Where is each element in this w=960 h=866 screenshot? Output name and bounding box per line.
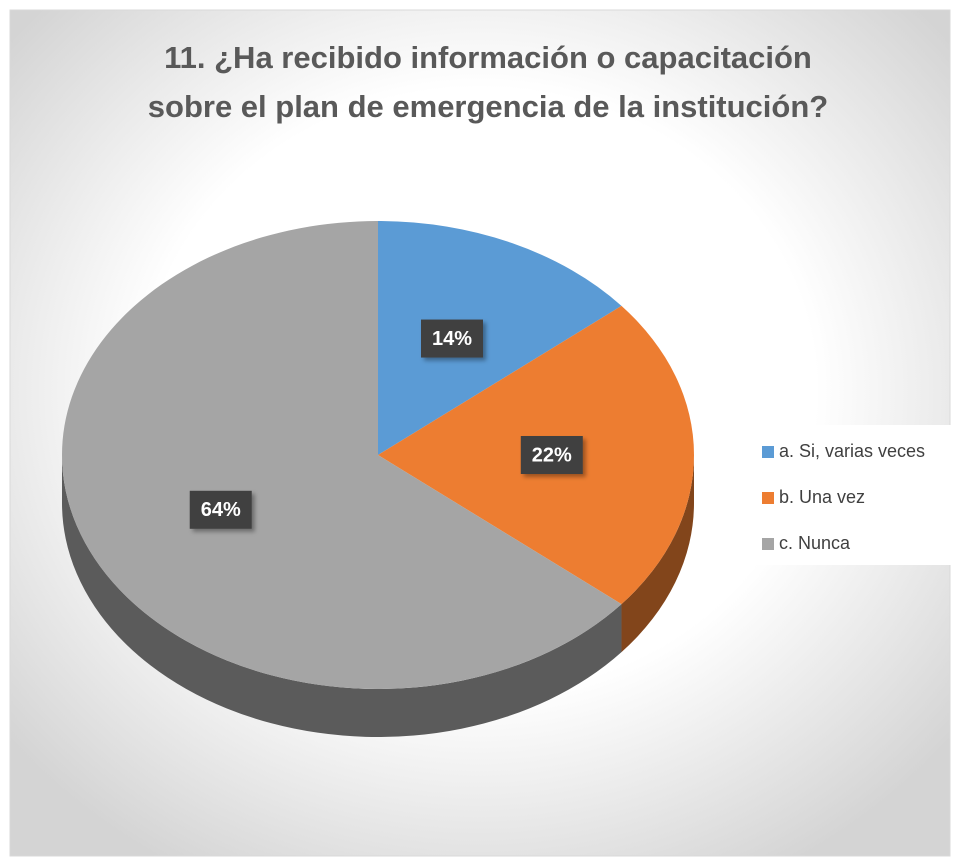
chart-title: sobre el plan de emergencia de la instit… [148,89,828,124]
data-label-box [520,436,583,474]
slice [62,221,622,689]
data-label-box [189,490,252,529]
legend-swatch [762,492,774,504]
legend-label: a. Si, varias veces [779,441,925,461]
data-label-box [421,319,484,358]
legend-swatch [762,446,774,458]
slice-side [621,455,694,653]
data-label: 14% [432,328,472,350]
legend-label: c. Nunca [779,533,851,553]
legend-swatch [762,538,774,550]
data-label: 22% [532,444,572,466]
slice [378,221,622,455]
legend-box [748,425,954,565]
slice-side [62,455,622,738]
legend-label: b. Una vez [779,487,865,507]
chart-title: 11. ¿Ha recibido información o capacitac… [164,40,812,75]
data-label: 64% [201,499,241,521]
